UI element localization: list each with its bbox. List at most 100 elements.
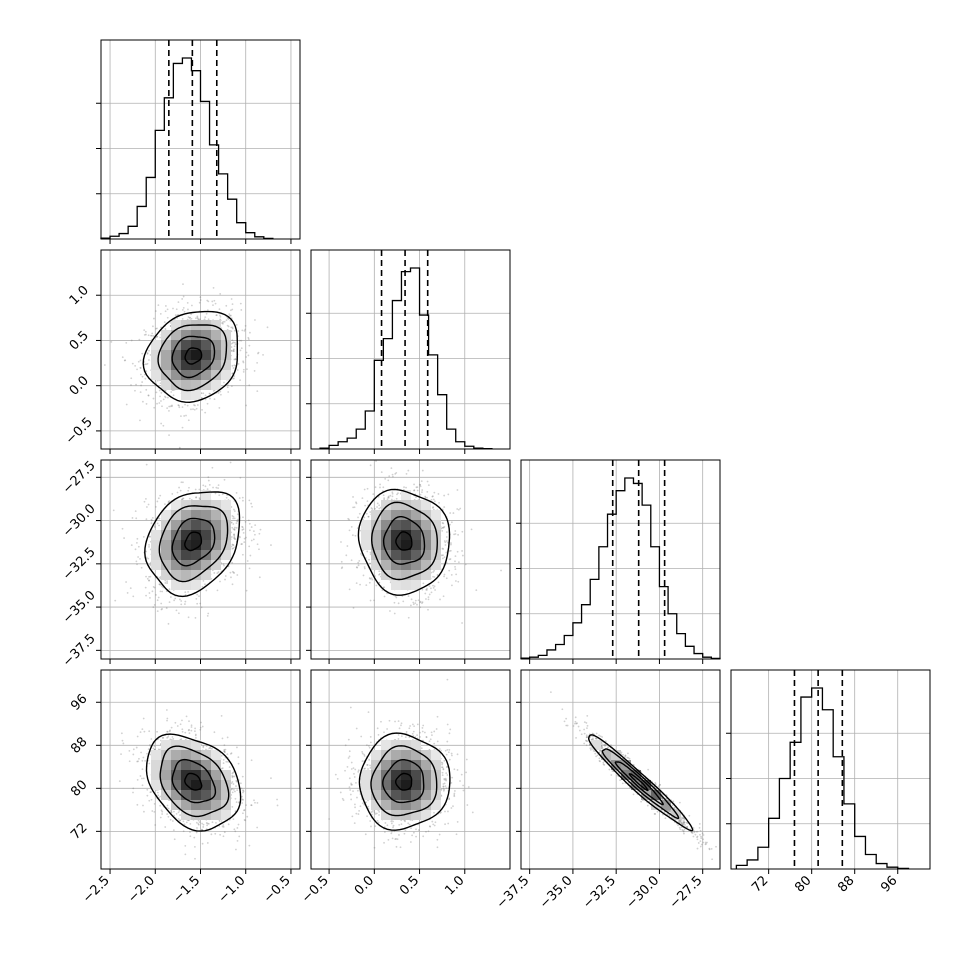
sample-point — [681, 823, 684, 825]
sample-point — [241, 802, 244, 804]
scatter-panel — [306, 459, 511, 664]
sample-point — [245, 589, 248, 592]
sample-point — [608, 768, 611, 771]
sample-point — [131, 362, 134, 365]
sample-point — [231, 583, 234, 586]
sample-point — [227, 823, 230, 826]
sample-point — [231, 781, 234, 783]
sample-point — [445, 778, 447, 781]
panel-content — [101, 670, 300, 869]
sample-point — [345, 554, 348, 557]
sample-point — [682, 820, 685, 822]
sample-point — [146, 352, 149, 355]
density-cell — [201, 510, 211, 520]
sample-point — [256, 390, 259, 393]
density-cell — [161, 540, 171, 550]
sample-point — [145, 388, 148, 391]
density-cell — [171, 790, 181, 800]
sample-point — [202, 826, 205, 828]
density-cell — [151, 540, 161, 550]
sample-point — [257, 351, 260, 354]
density-cell — [401, 550, 411, 560]
sample-point — [222, 826, 225, 828]
sample-point — [165, 709, 168, 711]
sample-point — [205, 312, 208, 315]
axes-frame — [520, 459, 721, 660]
sample-point — [369, 741, 372, 744]
sample-point — [700, 837, 703, 840]
sample-point — [172, 829, 175, 832]
sample-point — [136, 735, 139, 738]
density-cell — [181, 790, 191, 800]
sample-point — [450, 521, 453, 524]
sample-point — [455, 833, 458, 836]
density-cell — [381, 510, 391, 520]
sample-point — [223, 381, 225, 384]
sample-point — [447, 822, 450, 825]
density-cell — [411, 540, 421, 550]
sample-point — [141, 381, 144, 383]
density-cell — [151, 340, 161, 350]
sample-point — [158, 402, 161, 404]
sample-point — [561, 708, 564, 711]
density-cell — [201, 560, 211, 570]
density-cell — [371, 790, 381, 800]
sample-point — [664, 817, 667, 820]
sample-point — [148, 799, 151, 802]
sample-point — [459, 507, 462, 510]
sample-point — [411, 723, 414, 726]
sample-point — [424, 496, 427, 499]
density-cell — [181, 580, 191, 590]
sample-point — [247, 354, 250, 357]
sample-point — [400, 722, 403, 725]
sample-point — [454, 555, 457, 557]
sample-point — [415, 828, 417, 831]
density-cell — [211, 800, 221, 810]
density-cell — [421, 800, 431, 810]
density-cell — [381, 760, 391, 770]
sample-point — [365, 512, 368, 515]
sample-point — [165, 607, 168, 609]
sample-point — [357, 769, 360, 772]
sample-point — [239, 379, 242, 382]
sample-point — [123, 359, 126, 362]
sample-point — [236, 827, 239, 829]
sample-point — [680, 820, 683, 822]
sample-point — [160, 391, 163, 394]
panel-content — [311, 460, 510, 659]
sample-point — [210, 833, 213, 836]
sample-point — [199, 299, 202, 301]
sample-point — [254, 319, 256, 321]
density-cell — [191, 540, 201, 550]
sample-point — [170, 811, 173, 814]
sample-point — [193, 845, 196, 848]
sample-point — [184, 591, 187, 594]
density-contour — [171, 335, 216, 379]
sample-point — [448, 732, 451, 735]
sample-point — [586, 736, 589, 739]
sample-point — [207, 822, 210, 825]
sample-point — [440, 766, 443, 769]
sample-point — [603, 764, 606, 766]
sample-point — [231, 364, 234, 367]
density-cell — [211, 780, 221, 790]
sample-point — [172, 394, 175, 397]
sample-point — [160, 326, 162, 329]
sample-point — [398, 834, 400, 836]
sample-point — [419, 493, 422, 496]
sample-point — [177, 818, 180, 820]
sample-point — [226, 324, 229, 327]
sample-point — [434, 589, 437, 591]
sample-point — [397, 738, 400, 740]
sample-point — [366, 500, 369, 503]
sample-point — [598, 757, 601, 760]
sample-point — [247, 519, 250, 522]
sample-point — [443, 573, 446, 576]
sample-point — [233, 828, 236, 831]
sample-point — [621, 782, 624, 785]
sample-point — [179, 723, 182, 726]
sample-point — [148, 544, 150, 546]
sample-point — [369, 562, 371, 565]
sample-point — [206, 842, 209, 844]
density-cell — [421, 550, 431, 560]
